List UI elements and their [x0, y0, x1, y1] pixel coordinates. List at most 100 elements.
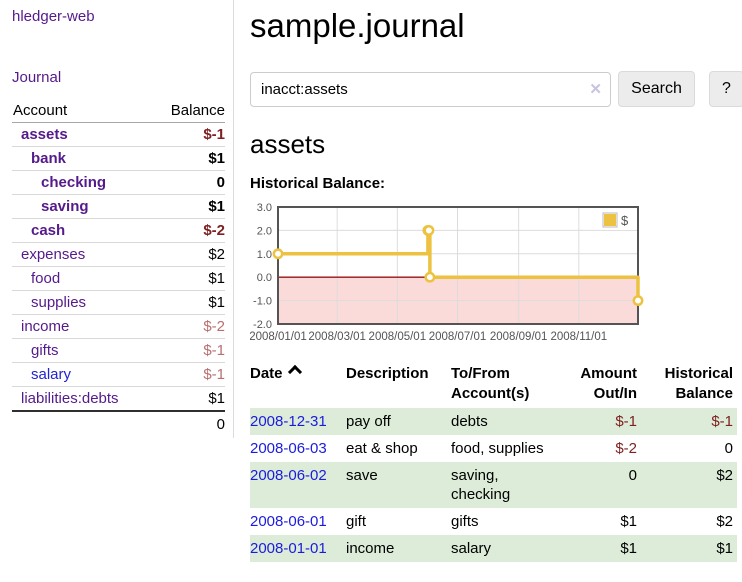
- svg-text:2008/07/01: 2008/07/01: [429, 331, 487, 343]
- account-balance: $1: [208, 150, 225, 167]
- account-link[interactable]: food: [31, 270, 61, 287]
- account-row: supplies $1: [12, 290, 225, 315]
- account-row: income $-2: [12, 314, 225, 339]
- transaction-description: pay off: [346, 413, 391, 430]
- transaction-amount: 0: [628, 467, 637, 484]
- account-balance: $-2: [203, 318, 225, 335]
- account-balance: $1: [208, 294, 225, 311]
- transaction-description: gift: [346, 513, 367, 530]
- transaction-amount: $-2: [615, 440, 637, 457]
- app-title-link[interactable]: hledger-web: [12, 8, 95, 25]
- transaction-date-link[interactable]: 2008-12-31: [250, 413, 327, 430]
- account-link[interactable]: checking: [41, 174, 107, 191]
- page-title: sample.journal: [250, 7, 465, 44]
- account-link[interactable]: income: [21, 318, 70, 335]
- svg-text:3.0: 3.0: [257, 203, 272, 214]
- account-balance: $-1: [203, 342, 225, 359]
- transaction-date-link[interactable]: 2008-06-01: [250, 513, 327, 530]
- register-row: 2008-06-03 eat & shop food, supplies $-2 0: [250, 435, 737, 462]
- transaction-balance: $2: [716, 467, 733, 484]
- transaction-amount: $1: [620, 513, 637, 530]
- account-balance: $2: [208, 246, 225, 263]
- account-link[interactable]: supplies: [31, 294, 87, 311]
- account-row: liabilities:debts $1: [12, 386, 225, 412]
- clear-search-icon[interactable]: ✕: [589, 80, 602, 98]
- register-col-amount: Amount Out/In: [580, 365, 637, 402]
- svg-text:2008/05/01: 2008/05/01: [369, 331, 427, 343]
- help-button[interactable]: ?: [709, 71, 742, 107]
- transaction-accounts: debts: [451, 413, 488, 430]
- account-row: cash $-2: [12, 218, 225, 243]
- chart-title: Historical Balance:: [250, 175, 386, 192]
- account-link[interactable]: cash: [31, 222, 66, 239]
- account-row: bank $1: [12, 146, 225, 171]
- transaction-balance: 0: [724, 440, 733, 457]
- search-input[interactable]: [250, 71, 611, 107]
- svg-text:2.0: 2.0: [257, 225, 272, 237]
- sort-ascending-icon: [287, 364, 302, 380]
- search-box: ✕: [250, 71, 611, 107]
- main-content: sample.journal ✕ Search ? assets Histori…: [234, 0, 742, 562]
- transaction-accounts: food, supplies: [451, 440, 544, 457]
- transaction-date-link[interactable]: 2008-01-01: [250, 540, 327, 557]
- transaction-accounts: saving, checking: [451, 467, 511, 503]
- account-balance: 0: [216, 174, 225, 191]
- account-row: salary $-1: [12, 362, 225, 387]
- accounts-table-body: assets $-1 bank $1 checking 0 saving $1 cash $-2 e…: [12, 123, 225, 412]
- account-link[interactable]: gifts: [31, 342, 59, 359]
- register-col-balance: Historical Balance: [664, 365, 733, 402]
- svg-text:2008/01/01: 2008/01/01: [250, 331, 307, 343]
- svg-text:0.0: 0.0: [257, 272, 272, 284]
- svg-text:-1.0: -1.0: [253, 296, 272, 308]
- account-balance: $-2: [203, 222, 225, 239]
- account-row: food $1: [12, 266, 225, 291]
- accounts-total-row: 0: [12, 410, 225, 437]
- accounts-total-value: 0: [12, 410, 225, 437]
- register-col-accounts: To/From Account(s): [451, 365, 530, 402]
- search-form: ✕ Search ?: [250, 71, 742, 107]
- register-col-description: Description: [346, 365, 429, 382]
- transaction-description: eat & shop: [346, 440, 418, 457]
- account-link[interactable]: bank: [31, 150, 67, 167]
- transaction-accounts: gifts: [451, 513, 479, 530]
- svg-text:$: $: [621, 213, 629, 228]
- transaction-balance: $-1: [711, 413, 733, 430]
- account-link[interactable]: salary: [31, 366, 72, 383]
- chart-wrap: $3.0 2.0 1.0 0.0 -1.0 -2.0 2008/01/01 2008/03/0…: [250, 203, 742, 345]
- accounts-col-account: Account: [12, 100, 153, 123]
- register-row: 2008-06-01 gift gifts $1 $2: [250, 508, 737, 535]
- svg-text:1.0: 1.0: [257, 249, 272, 261]
- transaction-date-link[interactable]: 2008-06-02: [250, 467, 327, 484]
- register-row: 2008-01-01 income salary $1 $1: [250, 535, 737, 562]
- transaction-balance: $2: [716, 513, 733, 530]
- account-balance: $-1: [203, 126, 225, 143]
- svg-text:2008/03/01: 2008/03/01: [308, 331, 366, 343]
- account-row: checking 0: [12, 170, 225, 195]
- accounts-table: Account Balance assets $-1 bank $1 checking 0…: [12, 100, 225, 437]
- register-header-row: Date Description To/From Account(s) Amou…: [250, 362, 737, 408]
- sidebar-item-journal[interactable]: Journal: [12, 69, 62, 86]
- account-link[interactable]: assets: [21, 126, 68, 143]
- account-heading: assets: [250, 129, 326, 159]
- transaction-amount: $1: [620, 540, 637, 557]
- svg-text:2008/11/01: 2008/11/01: [550, 331, 607, 343]
- transaction-amount: $-1: [615, 413, 637, 430]
- transaction-description: save: [346, 467, 378, 484]
- account-link[interactable]: saving: [41, 198, 89, 215]
- account-link[interactable]: liabilities:debts: [21, 390, 119, 407]
- transaction-balance: $1: [716, 540, 733, 557]
- search-button[interactable]: Search: [618, 71, 695, 107]
- account-link[interactable]: expenses: [21, 246, 86, 263]
- register-col-date[interactable]: Date: [250, 362, 346, 408]
- transaction-date-link[interactable]: 2008-06-03: [250, 440, 327, 457]
- accounts-col-balance: Balance: [152, 100, 225, 123]
- account-balance: $1: [208, 270, 225, 287]
- accounts-header-row: Account Balance: [12, 100, 225, 123]
- transaction-accounts: salary: [451, 540, 492, 557]
- account-balance: $1: [208, 390, 225, 407]
- account-balance: $1: [208, 198, 225, 215]
- account-row: gifts $-1: [12, 338, 225, 363]
- account-row: assets $-1: [12, 123, 225, 147]
- account-balance: $-1: [203, 366, 225, 383]
